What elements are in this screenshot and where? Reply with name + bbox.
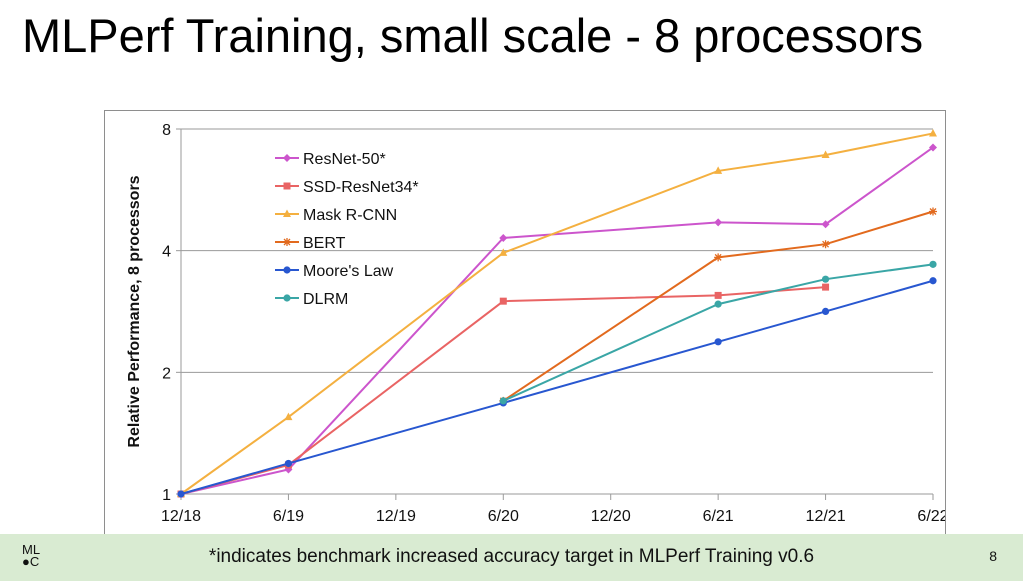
x-tick-label: 6/22 bbox=[917, 508, 945, 525]
legend-item-bert: BERT bbox=[275, 235, 346, 252]
performance-line-chart: 1 2 4 8 12/18 6/19 12/19 6/20 12/20 6/21 12/21 6/22… bbox=[126, 122, 945, 525]
data-point-bert bbox=[714, 253, 723, 262]
mlcommons-logo: ML ●C bbox=[22, 542, 41, 569]
x-tick-label: 12/19 bbox=[376, 508, 416, 525]
legend-marker-mask-r-cnn bbox=[283, 209, 291, 217]
data-point-dlrm bbox=[714, 300, 722, 308]
footnote: *indicates benchmark increased accuracy … bbox=[208, 546, 815, 567]
legend-marker-moore-s-law bbox=[283, 266, 291, 274]
series-dlrm bbox=[499, 260, 937, 405]
page-number: 8 bbox=[989, 548, 997, 564]
series-layer bbox=[177, 128, 937, 498]
legend-label-mask-r-cnn: Mask R-CNN bbox=[303, 207, 397, 224]
series-moore-s-law bbox=[177, 277, 937, 498]
x-tick-label: 12/18 bbox=[161, 508, 201, 525]
data-point-moore-s-law bbox=[714, 338, 722, 346]
x-tick-label: 12/21 bbox=[806, 508, 846, 525]
x-tick-label: 6/19 bbox=[273, 508, 304, 525]
y-tick-label: 4 bbox=[162, 244, 171, 261]
data-point-mask-r-cnn bbox=[499, 248, 508, 256]
logo-line-2: ●C bbox=[22, 554, 40, 569]
legend-label-moore-s-law: Moore's Law bbox=[303, 263, 394, 280]
x-tick-label: 6/20 bbox=[488, 508, 519, 525]
y-tick-label: 2 bbox=[162, 365, 171, 382]
legend-label-dlrm: DLRM bbox=[303, 291, 348, 308]
legend-item-moore-s-law: Moore's Law bbox=[275, 263, 394, 280]
data-point-moore-s-law bbox=[177, 490, 185, 498]
series-line-mask-r-cnn bbox=[180, 132, 934, 495]
data-point-bert bbox=[929, 207, 937, 216]
legend-label-ssd-resnet34: SSD-ResNet34* bbox=[303, 179, 419, 196]
legend-marker-bert bbox=[283, 238, 291, 246]
series-ssd-resnet34 bbox=[177, 283, 830, 498]
grid-layer bbox=[181, 128, 933, 495]
legend: ResNet-50* SSD-ResNet34* Mask R-CNN BERT Moo… bbox=[275, 151, 419, 308]
legend-item-mask-r-cnn: Mask R-CNN bbox=[275, 207, 397, 224]
y-tick-label: 8 bbox=[162, 122, 171, 139]
legend-marker-resnet-50 bbox=[283, 154, 291, 162]
series-line-ssd-resnet34 bbox=[180, 286, 826, 495]
data-point-dlrm bbox=[821, 275, 830, 283]
x-tick-label: 6/21 bbox=[703, 508, 734, 525]
slide-title: MLPerf Training, small scale - 8 process… bbox=[22, 9, 924, 62]
legend-marker-dlrm bbox=[283, 294, 291, 302]
data-point-resnet-50 bbox=[499, 233, 508, 242]
data-point-ssd-resnet34 bbox=[714, 291, 722, 299]
series-line-dlrm bbox=[502, 263, 934, 402]
chart-frame: 1 2 4 8 12/18 6/19 12/19 6/20 12/20 6/21 12/21 6/22… bbox=[104, 110, 946, 538]
series-line-moore-s-law bbox=[180, 279, 934, 495]
data-point-dlrm bbox=[499, 397, 507, 405]
data-point-resnet-50 bbox=[714, 218, 723, 227]
legend-item-ssd-resnet34: SSD-ResNet34* bbox=[275, 179, 419, 196]
legend-label-resnet-50: ResNet-50* bbox=[303, 151, 386, 168]
data-point-dlrm bbox=[929, 260, 937, 268]
legend-item-dlrm: DLRM bbox=[275, 291, 348, 308]
series-resnet-50 bbox=[177, 143, 937, 498]
series-line-bert bbox=[502, 210, 934, 402]
data-point-bert bbox=[821, 240, 830, 249]
x-tick-label: 12/20 bbox=[591, 508, 631, 525]
data-point-mask-r-cnn bbox=[284, 412, 293, 421]
data-point-ssd-resnet34 bbox=[822, 283, 830, 291]
data-point-moore-s-law bbox=[284, 459, 293, 468]
data-point-ssd-resnet34 bbox=[499, 297, 507, 305]
y-tick-label: 1 bbox=[162, 487, 171, 504]
y-axis-label: Relative Performance, 8 processors bbox=[126, 175, 143, 447]
logo-line-1: ML bbox=[22, 542, 41, 557]
data-point-mask-r-cnn bbox=[714, 166, 723, 174]
axis-layer: 1 2 4 8 12/18 6/19 12/19 6/20 12/20 6/21 12/21 6/22… bbox=[126, 122, 945, 525]
series-line-resnet-50 bbox=[180, 146, 934, 495]
legend-label-bert: BERT bbox=[303, 235, 346, 252]
footer-bar: ML ●C *indicates benchmark increased acc… bbox=[0, 534, 1023, 581]
legend-item-resnet-50: ResNet-50* bbox=[275, 151, 386, 168]
legend-marker-ssd-resnet34 bbox=[283, 182, 291, 190]
data-point-resnet-50 bbox=[821, 220, 830, 229]
data-point-mask-r-cnn bbox=[929, 128, 937, 137]
data-point-resnet-50 bbox=[929, 143, 937, 152]
data-point-moore-s-law bbox=[821, 307, 830, 316]
data-point-mask-r-cnn bbox=[821, 150, 830, 158]
data-point-moore-s-law bbox=[929, 277, 937, 285]
